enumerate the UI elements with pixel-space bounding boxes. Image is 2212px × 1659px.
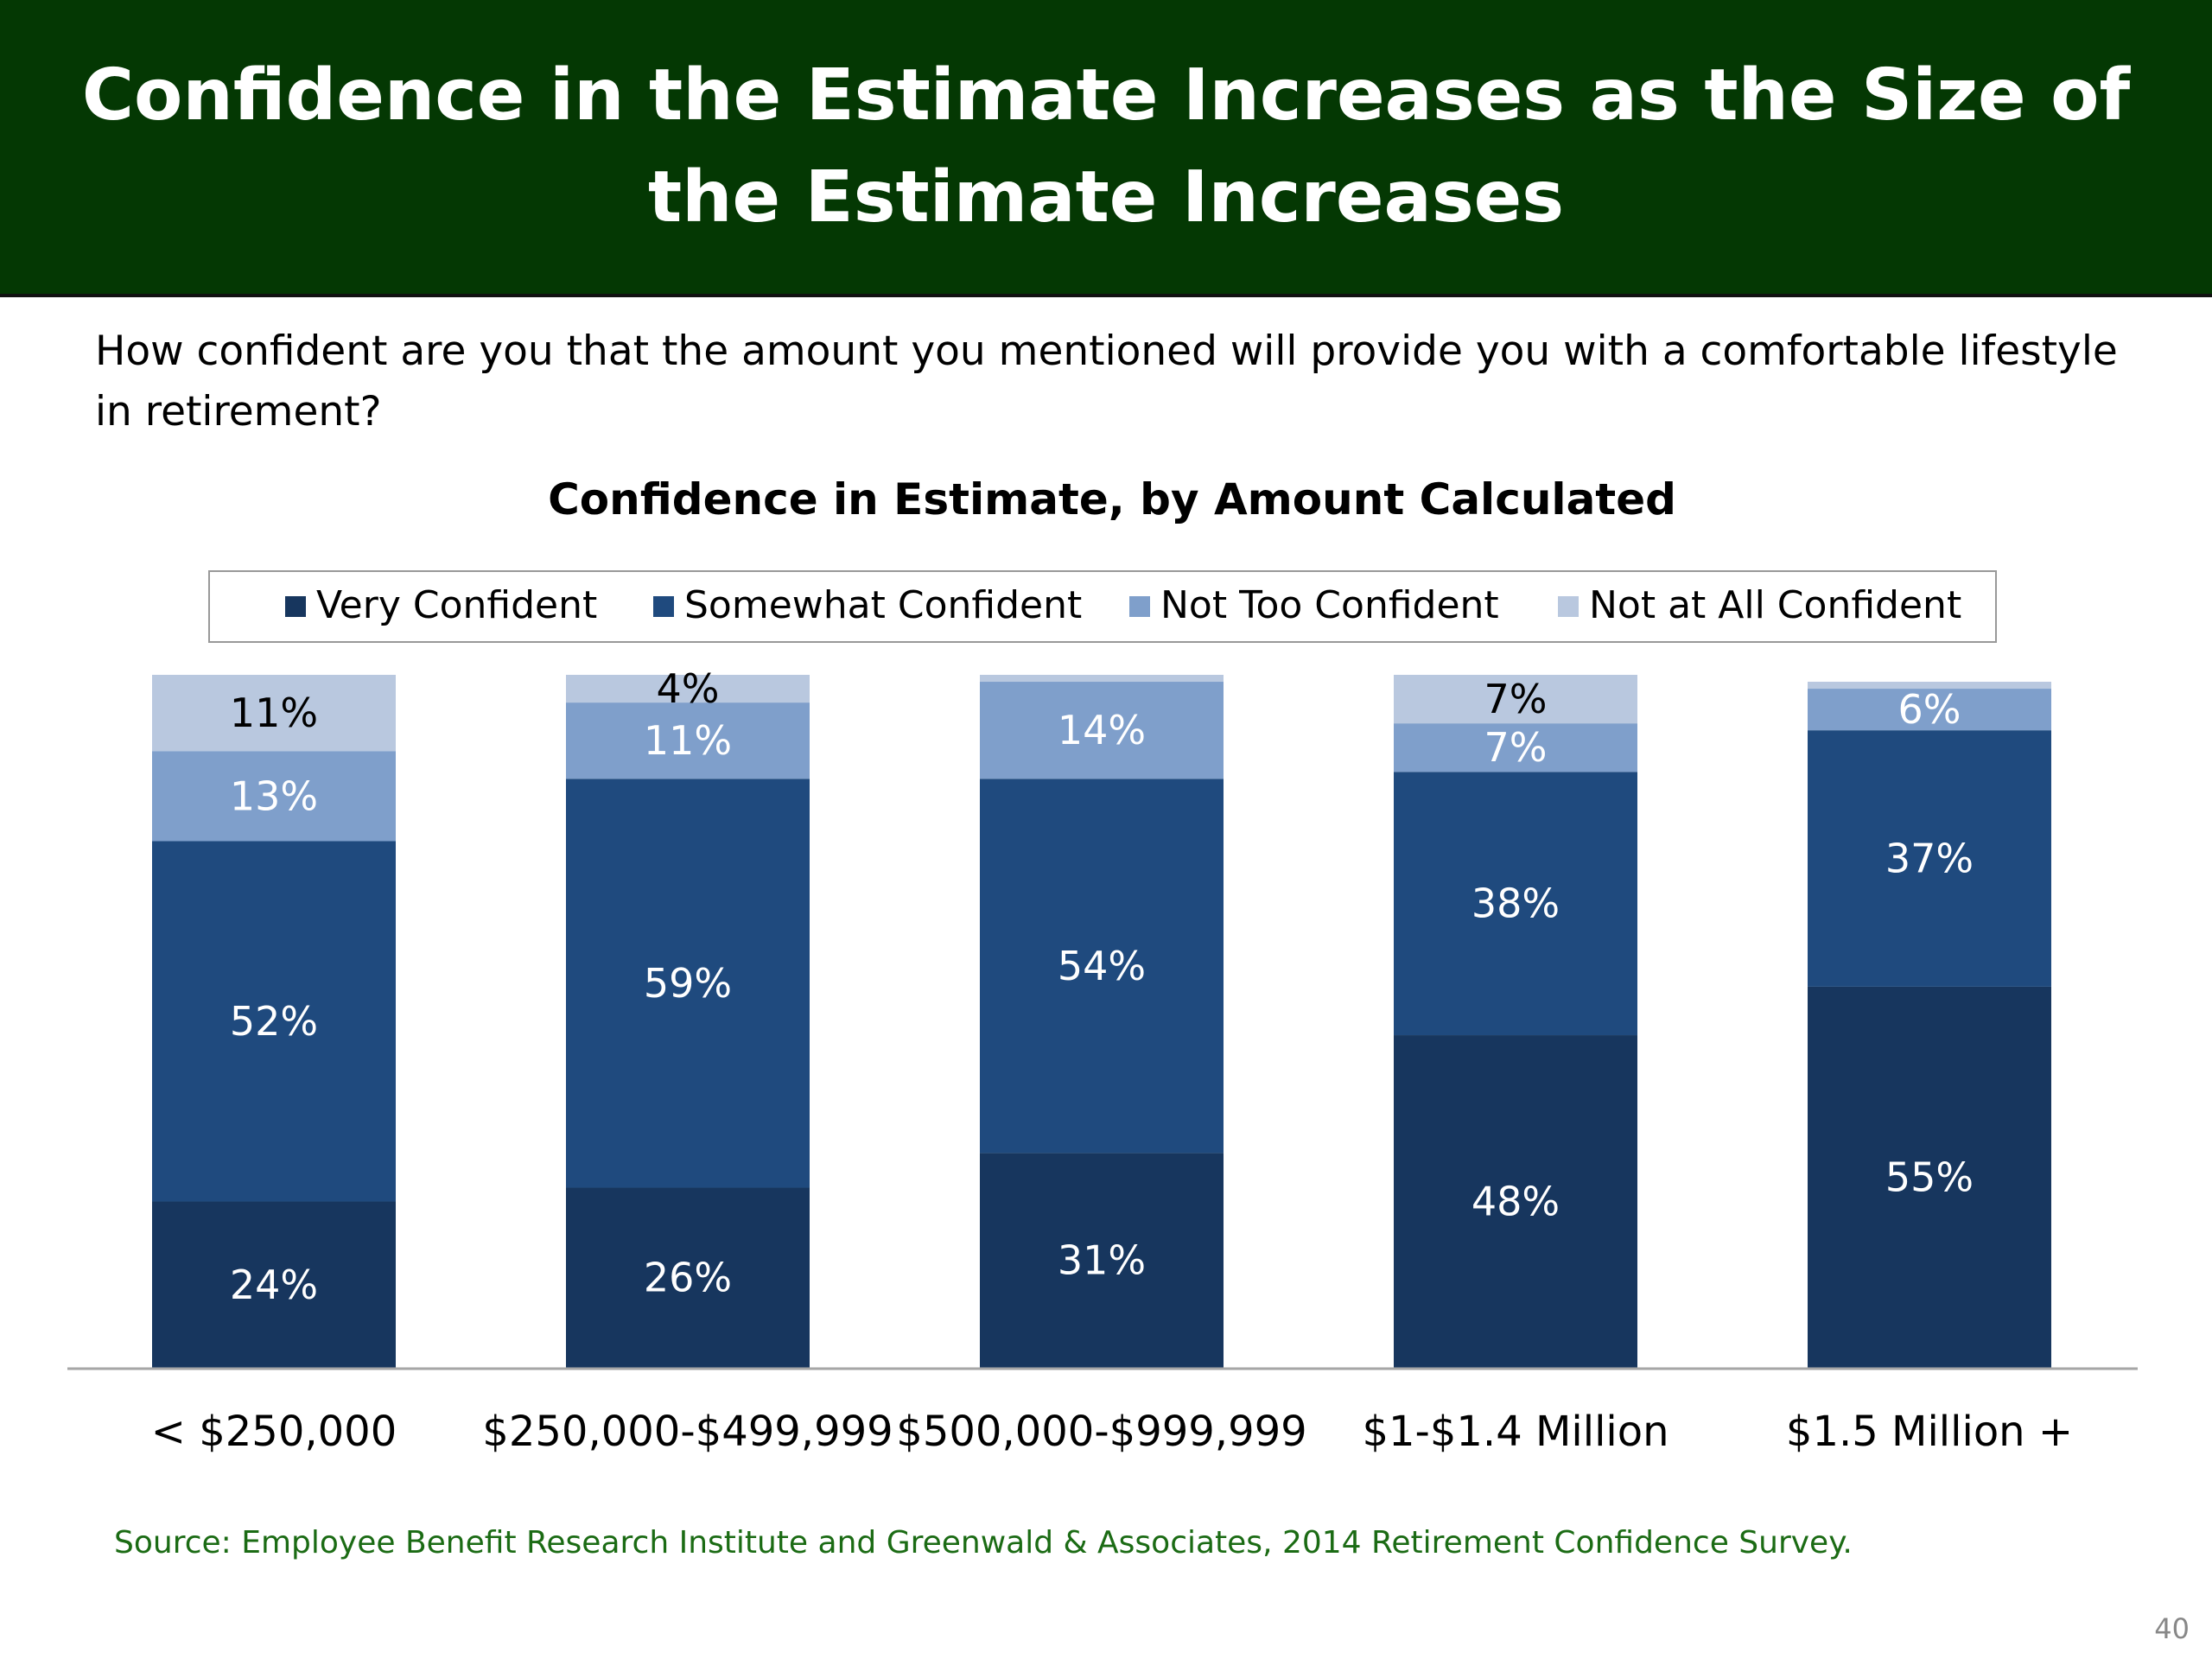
bar-2-1 xyxy=(980,779,1224,1154)
slide-title: Confidence in the Estimate Increases as … xyxy=(81,54,2131,238)
bar-4-1 xyxy=(1808,730,2051,987)
page-number: 40 xyxy=(2154,1612,2190,1645)
data-label-0-3: 11% xyxy=(230,690,318,736)
data-label-3-3: 7% xyxy=(1484,676,1548,722)
data-label-3-1: 38% xyxy=(1471,880,1560,927)
chart-title: Confidence in Estimate, by Amount Calcul… xyxy=(548,474,1676,524)
bar-3-0 xyxy=(1394,1035,1637,1368)
category-label-0: < $250,000 xyxy=(151,1408,397,1456)
bar-4-3 xyxy=(1808,682,2051,690)
legend-swatch-2 xyxy=(1129,596,1150,617)
data-label-0-1: 52% xyxy=(230,998,318,1045)
bar-1-2 xyxy=(566,702,810,779)
data-label-4-1: 37% xyxy=(1885,836,1974,882)
data-label-1-0: 26% xyxy=(644,1255,732,1301)
data-label-2-1: 54% xyxy=(1058,943,1146,989)
bar-2-3 xyxy=(980,675,1224,683)
data-label-1-3: 4% xyxy=(657,665,720,712)
data-label-2-0: 31% xyxy=(1058,1237,1146,1284)
legend-label-3: Not at All Confident xyxy=(1589,583,1961,627)
data-label-3-0: 48% xyxy=(1471,1179,1560,1225)
legend-label-0: Very Confident xyxy=(316,583,597,627)
bar-1-1 xyxy=(566,779,810,1188)
bar-0-0 xyxy=(152,1201,396,1368)
data-label-3-2: 7% xyxy=(1484,724,1548,771)
category-label-3: $1-$1.4 Million xyxy=(1362,1408,1669,1456)
data-label-0-2: 13% xyxy=(230,772,318,819)
category-label-2: $500,000-$999,999 xyxy=(896,1408,1306,1456)
bar-1-0 xyxy=(566,1187,810,1368)
bar-2-0 xyxy=(980,1153,1224,1368)
legend-swatch-3 xyxy=(1558,596,1579,617)
legend-swatch-0 xyxy=(285,596,306,617)
bar-0-2 xyxy=(152,751,396,842)
category-label-1: $250,000-$499,999 xyxy=(482,1408,893,1456)
data-label-4-0: 55% xyxy=(1885,1154,1974,1200)
bar-1-3 xyxy=(566,675,810,703)
bar-4-0 xyxy=(1808,986,2051,1368)
bar-4-2 xyxy=(1808,689,2051,731)
legend-box xyxy=(208,570,1997,643)
bar-2-2 xyxy=(980,682,1224,779)
legend-label-1: Somewhat Confident xyxy=(684,583,1082,627)
data-label-1-2: 11% xyxy=(644,717,732,764)
title-banner: Confidence in the Estimate Increases as … xyxy=(0,0,2212,297)
data-label-0-0: 24% xyxy=(230,1262,318,1308)
data-label-2-2: 14% xyxy=(1058,707,1146,753)
data-label-4-2: 6% xyxy=(1898,686,1961,733)
survey-question: How confident are you that the amount yo… xyxy=(95,327,2118,435)
bar-0-3 xyxy=(152,675,396,752)
data-label-1-1: 59% xyxy=(644,960,732,1007)
category-label-4: $1.5 Million + xyxy=(1786,1408,2073,1456)
legend-swatch-1 xyxy=(653,596,674,617)
source-note: Source: Employee Benefit Research Instit… xyxy=(114,1525,1853,1560)
bar-3-3 xyxy=(1394,675,1637,724)
legend-label-2: Not Too Confident xyxy=(1160,583,1499,627)
bar-0-1 xyxy=(152,841,396,1202)
bar-3-1 xyxy=(1394,772,1637,1036)
bar-3-2 xyxy=(1394,723,1637,772)
